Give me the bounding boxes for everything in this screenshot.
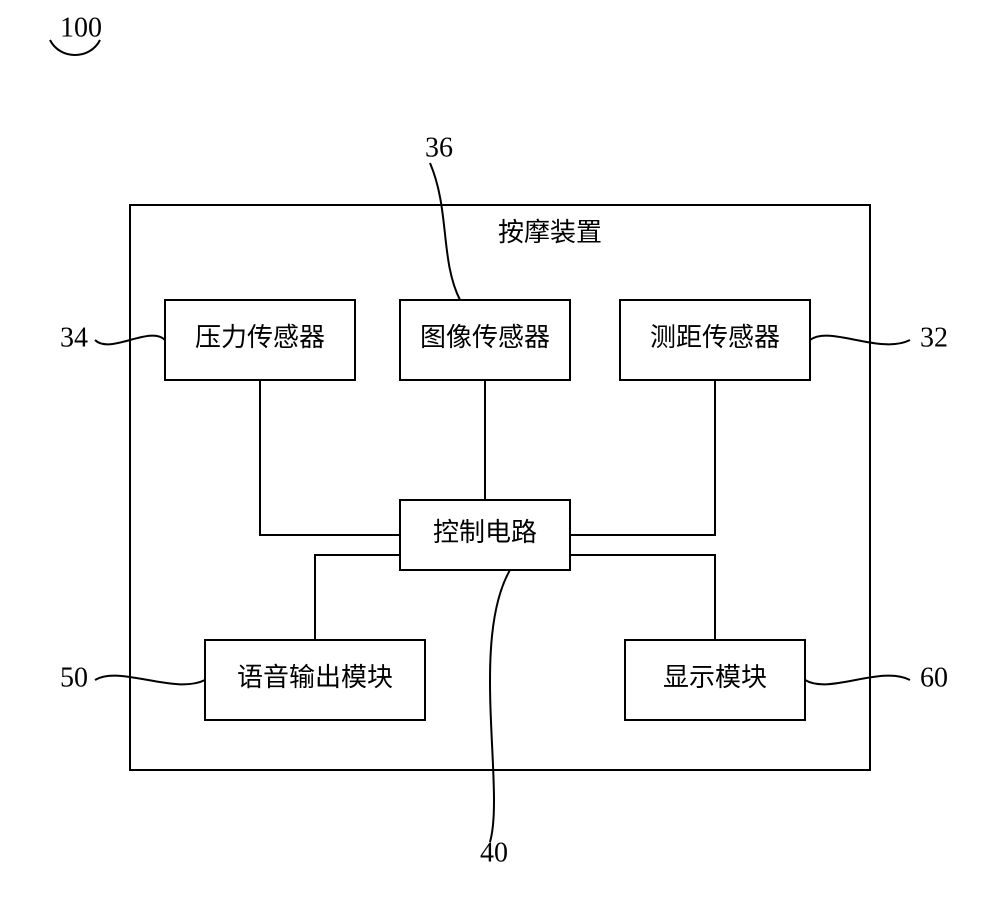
box-pressure-sensor: 压力传感器 <box>165 300 355 380</box>
box-control-circuit: 控制电路 <box>400 500 570 570</box>
box-image-sensor: 图像传感器 <box>400 300 570 380</box>
ref-num-60: 60 <box>920 662 948 693</box>
box-distance-sensor: 测距传感器 <box>620 300 810 380</box>
ref-num-40: 40 <box>480 837 508 868</box>
ref-num-50: 50 <box>60 662 88 693</box>
svg-text:压力传感器: 压力传感器 <box>195 323 325 352</box>
svg-text:图像传感器: 图像传感器 <box>420 323 550 352</box>
svg-text:显示模块: 显示模块 <box>663 663 767 692</box>
ref-num-100: 100 <box>60 12 102 43</box>
box-voice-output: 语音输出模块 <box>205 640 425 720</box>
svg-text:测距传感器: 测距传感器 <box>650 323 780 352</box>
ref-num-32: 32 <box>920 322 948 353</box>
ref-num-36: 36 <box>425 132 453 163</box>
box-display-module: 显示模块 <box>625 640 805 720</box>
svg-text:语音输出模块: 语音输出模块 <box>237 663 393 692</box>
container-title: 按摩装置 <box>498 218 602 247</box>
svg-text:控制电路: 控制电路 <box>433 518 537 547</box>
ref-num-34: 34 <box>60 322 88 353</box>
